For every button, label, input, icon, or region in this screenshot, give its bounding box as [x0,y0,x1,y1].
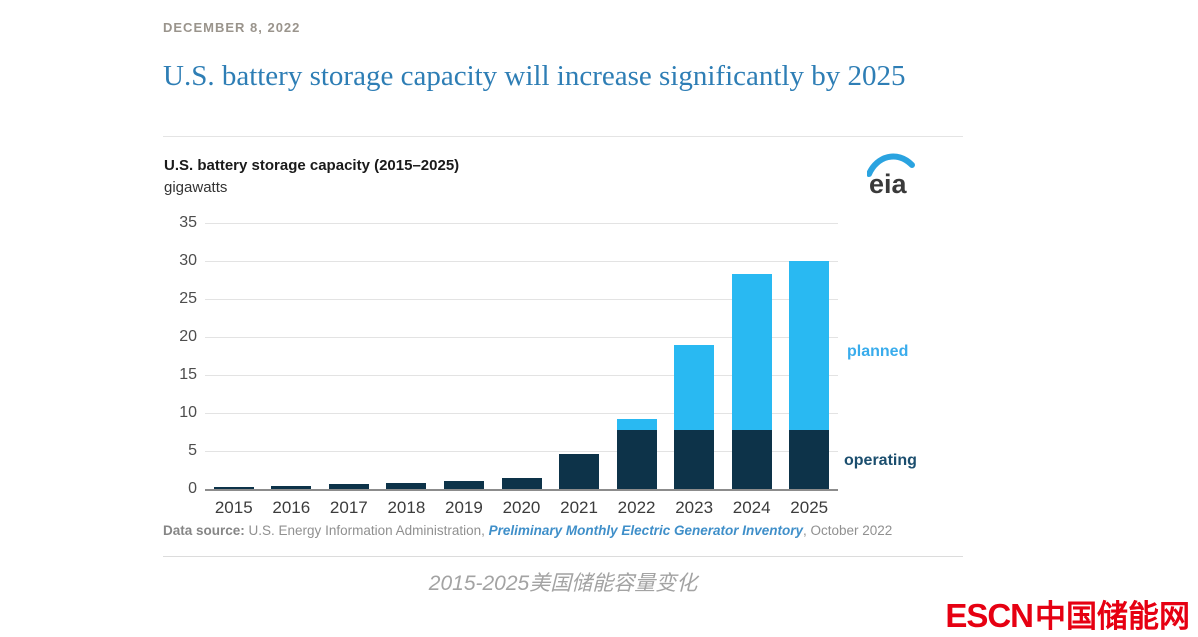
escn-latin-text: ESCN [945,597,1034,634]
bar-operating-2022 [616,429,657,489]
bar-operating-2017 [328,484,369,489]
gridline-y-10 [205,413,838,414]
data-source-link[interactable]: Preliminary Monthly Electric Generator I… [488,523,803,538]
bar-operating-2025 [789,429,830,489]
gridline-y-25 [205,299,838,300]
bar-operating-2023 [674,429,715,489]
x-axis-tick-2023: 2023 [675,498,714,517]
y-axis-tick-35: 35 [179,214,197,231]
bar-operating-2021 [559,454,600,489]
gridline-y-30 [205,261,838,262]
y-axis-tick-10: 10 [179,404,197,421]
bar-planned-2025 [789,261,830,430]
x-axis-baseline [205,489,838,491]
escn-chinese-text: 中国储能网 [1035,599,1190,634]
x-axis-tick-2018: 2018 [387,498,426,517]
divider-bottom [163,556,963,557]
article: DECEMBER 8, 2022 U.S. battery storage ca… [163,0,963,560]
x-axis-tick-2024: 2024 [732,498,771,517]
divider-top [163,136,963,137]
x-axis-tick-2022: 2022 [617,498,656,517]
y-axis-tick-15: 15 [179,366,197,383]
gridline-y-5 [205,451,838,452]
y-axis-tick-30: 30 [179,252,197,269]
data-source-text: U.S. Energy Information Administration, [244,523,489,538]
x-axis-tick-2025: 2025 [790,498,829,517]
article-date: DECEMBER 8, 2022 [163,20,301,35]
bar-operating-2015 [213,487,254,489]
legend-planned-label: planned [847,343,909,360]
x-axis-tick-2019: 2019 [445,498,483,517]
data-source-prefix: Data source: [163,523,245,538]
y-axis-tick-25: 25 [179,290,197,307]
bar-operating-2020 [501,477,542,489]
x-axis-tick-2020: 2020 [502,498,541,517]
bar-operating-2018 [386,482,427,489]
gridline-y-35 [205,223,838,224]
data-source-suffix: , October 2022 [802,523,893,538]
bar-planned-2023 [674,344,715,430]
eia-logo: eia [865,150,917,202]
x-axis-tick-2017: 2017 [329,498,368,517]
bar-operating-2024 [731,429,772,489]
bar-operating-2016 [271,485,312,489]
x-axis-tick-2015: 2015 [214,498,253,517]
legend-operating-label: operating [844,452,917,469]
gridline-y-20 [205,337,838,338]
chart-unit-label: gigawatts [164,179,228,196]
x-axis-tick-2016: 2016 [272,498,311,517]
eia-swoosh-icon [867,153,915,177]
x-axis-tick-2021: 2021 [560,498,598,517]
chart-title: U.S. battery storage capacity (2015–2025… [164,157,460,174]
escn-brand-logo: ESCN中国储能网 [945,591,1190,636]
data-source-note: Data source: U.S. Energy Information Adm… [163,522,963,539]
image-caption: 2015-2025美国储能容量变化 [428,572,698,595]
bar-planned-2024 [731,273,772,430]
y-axis-tick-5: 5 [188,442,197,459]
gridline-y-15 [205,375,838,376]
bar-operating-2019 [443,481,484,489]
y-axis-tick-20: 20 [179,328,197,345]
bar-planned-2022 [616,419,657,430]
eia-logo-text: eia [869,169,907,199]
page-title: U.S. battery storage capacity will incre… [163,60,906,92]
chart-plot-area: 0 5 10 15 20 25 30 35 2015 2016 2017 2018 2019 2020 20… [163,210,963,520]
y-axis-tick-0: 0 [188,480,197,497]
